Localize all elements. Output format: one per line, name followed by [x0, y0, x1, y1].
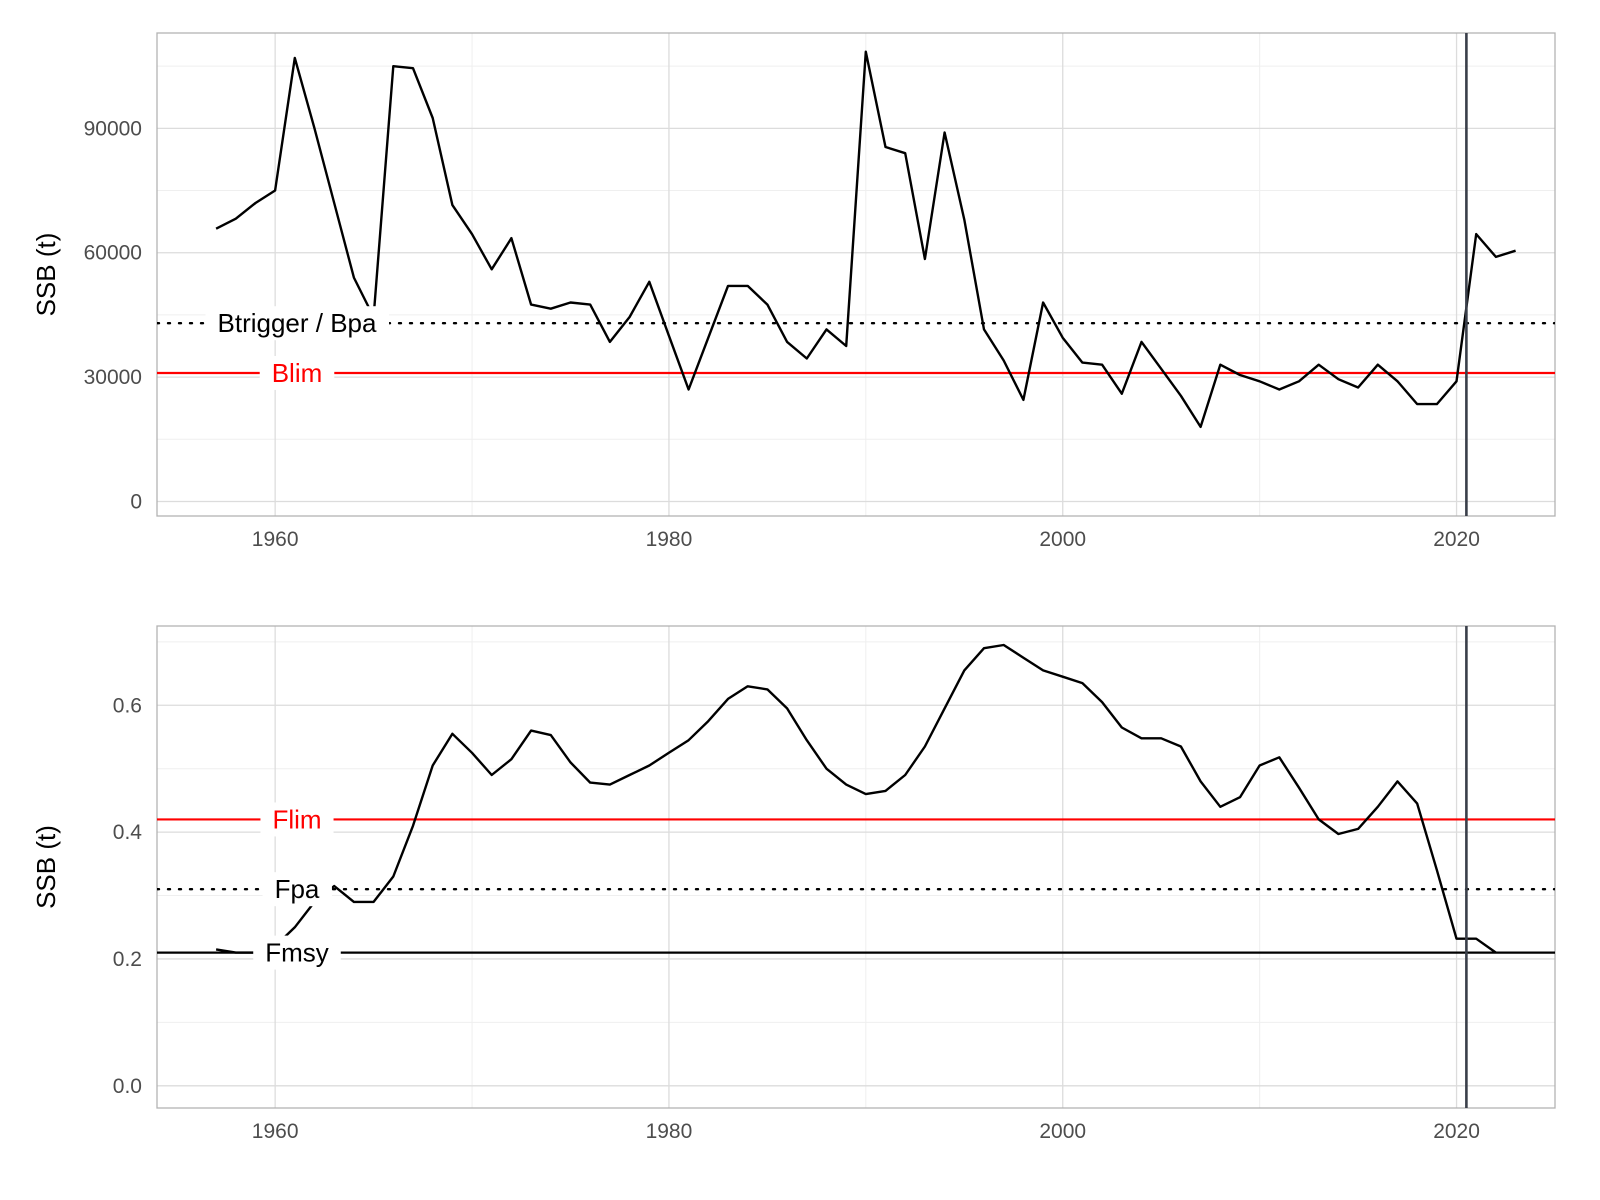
plot-area [157, 33, 1555, 516]
reference-label: Btrigger / Bpa [218, 308, 378, 338]
x-tick-label: 1980 [646, 528, 693, 551]
reference-label: Fpa [275, 874, 320, 904]
reference-label: Fmsy [265, 938, 329, 968]
x-tick-label: 2000 [1039, 1120, 1086, 1143]
y-tick-label: 0.0 [113, 1075, 142, 1098]
y-axis-title: SSB (t) [31, 825, 61, 909]
reference-label-background [259, 355, 335, 390]
panel-border [156, 32, 1556, 517]
series-line [215, 643, 1497, 954]
x-tick-label: 1960 [252, 1120, 299, 1143]
x-tick-label: 2000 [1039, 528, 1086, 551]
x-tick-label: 2020 [1433, 528, 1480, 551]
y-tick-label: 0.6 [113, 694, 142, 717]
fishing-mortality-panel: 1960 1980 2000 2020 0.0 0.2 0.4 0.6 SSB (t) Flim F… [31, 625, 1556, 1143]
reference-label: Blim [272, 358, 323, 388]
y-tick-label: 0.4 [113, 821, 143, 844]
reference-label-background [253, 935, 341, 970]
y-tick-label: 0 [130, 490, 142, 513]
reference-label-background [262, 872, 332, 907]
reference-label-background [260, 802, 334, 837]
panel-border [156, 625, 1556, 1109]
y-tick-label: 30000 [84, 366, 142, 389]
x-tick-label: 1960 [252, 528, 299, 551]
y-tick-label: 90000 [84, 117, 142, 140]
x-tick-label: 1980 [646, 1120, 693, 1143]
y-axis-title: SSB (t) [31, 233, 61, 317]
y-tick-label: 0.2 [113, 948, 142, 971]
reference-label-background [205, 306, 390, 341]
series-line [215, 50, 1516, 429]
ssb-panel: 1960 1980 2000 2020 0 30000 60000 90000 SSB (t) B… [31, 32, 1556, 551]
y-tick-label: 60000 [84, 242, 142, 265]
plot-area [157, 626, 1555, 1108]
reference-label: Flim [272, 804, 321, 834]
x-tick-label: 2020 [1433, 1120, 1480, 1143]
